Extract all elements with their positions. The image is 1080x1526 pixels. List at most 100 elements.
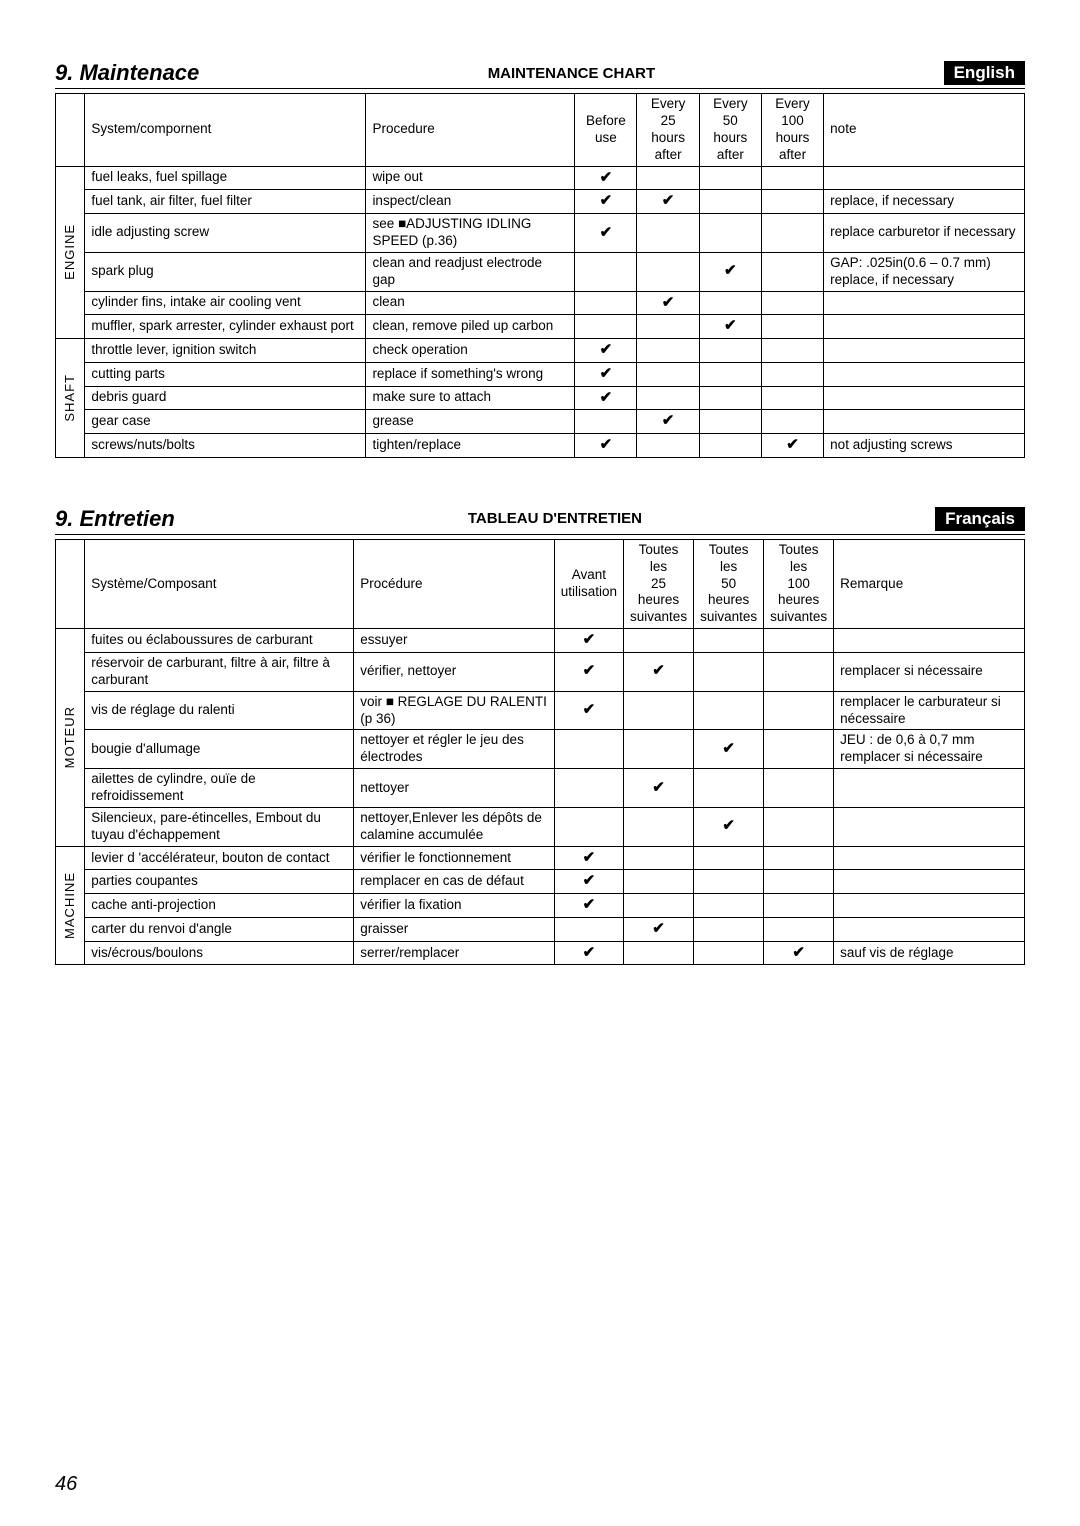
procedure-cell: clean, remove piled up carbon (366, 315, 575, 339)
check-cell (637, 315, 699, 339)
system-cell: fuel tank, air filter, fuel filter (85, 190, 366, 214)
table-row: MACHINElevier d 'accélérateur, bouton de… (56, 846, 1025, 870)
manual-page: 9. MaintenaceMAINTENANCE CHARTEnglish Sy… (0, 0, 1080, 1526)
interval-column-header: Toutesles100heuressuivantes (764, 539, 834, 628)
check-cell: ✔ (699, 315, 761, 339)
note-cell: replace carburetor if necessary (824, 214, 1025, 253)
section-title: 9. Maintenace (55, 60, 199, 86)
check-cell (699, 434, 761, 458)
system-cell: bougie d'allumage (85, 730, 354, 769)
check-cell: ✔ (764, 941, 834, 965)
interval-column-header: Toutesles50heuressuivantes (694, 539, 764, 628)
check-cell (761, 214, 823, 253)
procedure-cell: graisser (354, 917, 555, 941)
section-header: 9. EntretienTABLEAU D'ENTRETIENFrançais (55, 506, 1025, 535)
check-cell (694, 769, 764, 808)
note-cell: JEU : de 0,6 à 0,7 mm remplacer si néces… (834, 730, 1025, 769)
check-cell: ✔ (575, 190, 637, 214)
note-cell (834, 870, 1025, 894)
note-cell: remplacer si nécessaire (834, 652, 1025, 691)
section-subtitle: MAINTENANCE CHART (199, 65, 943, 82)
group-label-cell: ENGINE (56, 166, 85, 339)
check-cell (575, 410, 637, 434)
check-cell (764, 730, 834, 769)
interval-column-header: Every100hoursafter (761, 94, 823, 167)
maintenance-table: System/compornentProcedureBeforeuseEvery… (55, 93, 1025, 458)
maintenance-table: Système/ComposantProcédureAvantutilisati… (55, 539, 1025, 966)
table-row: Silencieux, pare-étincelles, Embout du t… (56, 807, 1025, 846)
procedure-cell: tighten/replace (366, 434, 575, 458)
check-cell (694, 870, 764, 894)
note-cell (834, 807, 1025, 846)
check-cell (554, 807, 623, 846)
section-title: 9. Entretien (55, 506, 175, 532)
check-cell (637, 166, 699, 190)
system-cell: cache anti-projection (85, 894, 354, 918)
language-badge: English (944, 61, 1025, 85)
note-cell (824, 291, 1025, 315)
table-row: bougie d'allumagenettoyer et régler le j… (56, 730, 1025, 769)
language-badge: Français (935, 507, 1025, 531)
check-cell (764, 870, 834, 894)
check-cell (764, 917, 834, 941)
table-row: carter du renvoi d'anglegraisser✔ (56, 917, 1025, 941)
note-cell: remplacer le carburateur si nécessaire (834, 691, 1025, 730)
check-cell: ✔ (637, 190, 699, 214)
system-cell: parties coupantes (85, 870, 354, 894)
check-cell (699, 166, 761, 190)
check-cell (694, 846, 764, 870)
check-cell: ✔ (554, 941, 623, 965)
procedure-cell: clean (366, 291, 575, 315)
procedure-column-header: Procedure (366, 94, 575, 167)
check-cell: ✔ (624, 652, 694, 691)
check-cell (694, 629, 764, 653)
check-cell: ✔ (575, 362, 637, 386)
procedure-cell: see ■ADJUSTING IDLING SPEED (p.36) (366, 214, 575, 253)
group-label: ENGINE (62, 224, 78, 280)
check-cell (699, 190, 761, 214)
note-cell (834, 769, 1025, 808)
system-cell: vis/écrous/boulons (85, 941, 354, 965)
procedure-cell: wipe out (366, 166, 575, 190)
check-cell: ✔ (554, 691, 623, 730)
table-row: fuel tank, air filter, fuel filterinspec… (56, 190, 1025, 214)
interval-column-header: Every50hoursafter (699, 94, 761, 167)
check-cell: ✔ (624, 769, 694, 808)
procedure-cell: check operation (366, 339, 575, 363)
system-cell: gear case (85, 410, 366, 434)
system-cell: réservoir de carburant, filtre à air, fi… (85, 652, 354, 691)
check-cell: ✔ (694, 730, 764, 769)
table-row: réservoir de carburant, filtre à air, fi… (56, 652, 1025, 691)
table-header-row: Système/ComposantProcédureAvantutilisati… (56, 539, 1025, 628)
check-cell (624, 691, 694, 730)
check-cell: ✔ (637, 291, 699, 315)
procedure-cell: vérifier la fixation (354, 894, 555, 918)
check-cell (761, 315, 823, 339)
interval-column-header: Beforeuse (575, 94, 637, 167)
check-cell: ✔ (699, 252, 761, 291)
check-cell (624, 941, 694, 965)
procedure-cell: vérifier le fonctionnement (354, 846, 555, 870)
table-row: screws/nuts/boltstighten/replace✔✔not ad… (56, 434, 1025, 458)
check-cell (637, 252, 699, 291)
table-header-row: System/compornentProcedureBeforeuseEvery… (56, 94, 1025, 167)
system-cell: Silencieux, pare-étincelles, Embout du t… (85, 807, 354, 846)
table-row: ailettes de cylindre, ouïe de refroidiss… (56, 769, 1025, 808)
check-cell: ✔ (694, 807, 764, 846)
system-cell: levier d 'accélérateur, bouton de contac… (85, 846, 354, 870)
check-cell: ✔ (575, 166, 637, 190)
group-label-cell: MOTEUR (56, 629, 85, 847)
interval-column-header: Avantutilisation (554, 539, 623, 628)
check-cell: ✔ (575, 434, 637, 458)
note-cell (824, 410, 1025, 434)
check-cell (764, 769, 834, 808)
check-cell (624, 807, 694, 846)
procedure-cell: make sure to attach (366, 386, 575, 410)
check-cell (764, 652, 834, 691)
check-cell (637, 434, 699, 458)
procedure-cell: serrer/remplacer (354, 941, 555, 965)
page-number: 46 (55, 1473, 77, 1496)
check-cell (699, 339, 761, 363)
table-row: vis de réglage du ralentivoir ■ REGLAGE … (56, 691, 1025, 730)
check-cell (764, 807, 834, 846)
